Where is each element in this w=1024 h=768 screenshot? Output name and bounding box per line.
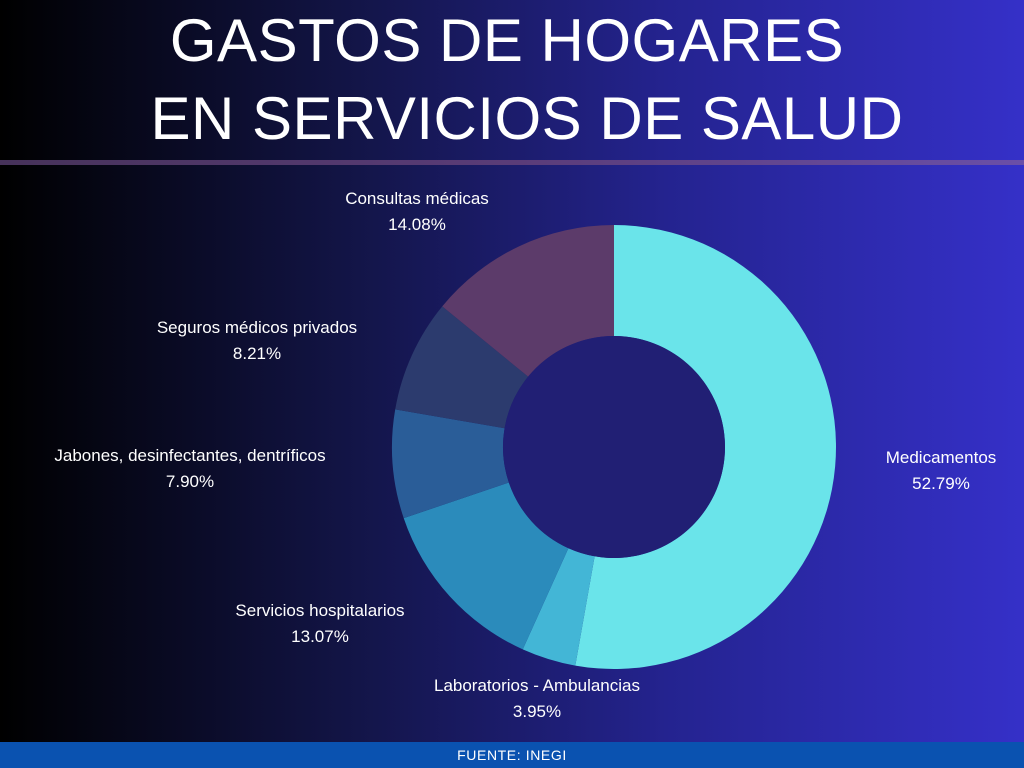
title-line-1: GASTOS DE HOGARES	[169, 7, 845, 74]
source-label: FUENTE: INEGI	[457, 747, 567, 763]
slice-jabones-desinfectantes-dentrificos	[391, 409, 509, 519]
source-footer: FUENTE: INEGI	[0, 742, 1024, 768]
slice-label-seguros-medicos-privados: Seguros médicos privados	[157, 318, 357, 337]
page-title: GASTOS DE HOGARES EN SERVICIOS DE SALUD	[0, 2, 1024, 158]
slice-value-servicios-hospitalarios: 13.07%	[291, 627, 349, 646]
title-line-2: EN SERVICIOS DE SALUD	[150, 85, 904, 152]
donut-hole	[503, 336, 725, 558]
slice-value-seguros-medicos-privados: 8.21%	[233, 344, 281, 363]
donut-chart: Medicamentos 52.79% Laboratorios - Ambulan…	[54, 189, 997, 721]
title-divider	[0, 160, 1024, 165]
slice-servicios-hospitalarios	[403, 482, 569, 650]
slice-label-laboratorios-ambulancias: Laboratorios - Ambulancias	[434, 676, 640, 695]
slice-consultas-medicas	[442, 225, 614, 377]
slice-label-jabones-desinfectantes-dentrificos: Jabones, desinfectantes, dentríficos	[54, 446, 325, 465]
slice-value-laboratorios-ambulancias: 3.95%	[513, 702, 561, 721]
slice-value-jabones-desinfectantes-dentrificos: 7.90%	[166, 472, 214, 491]
slice-value-consultas-medicas: 14.08%	[388, 215, 446, 234]
slice-laboratorios-ambulancias	[522, 548, 595, 666]
slice-seguros-medicos-privados	[395, 306, 529, 429]
slice-label-servicios-hospitalarios: Servicios hospitalarios	[235, 601, 404, 620]
slice-value-medicamentos: 52.79%	[912, 474, 970, 493]
slice-medicamentos	[575, 225, 836, 669]
slice-label-consultas-medicas: Consultas médicas	[345, 189, 489, 208]
slice-label-medicamentos: Medicamentos	[886, 448, 997, 467]
